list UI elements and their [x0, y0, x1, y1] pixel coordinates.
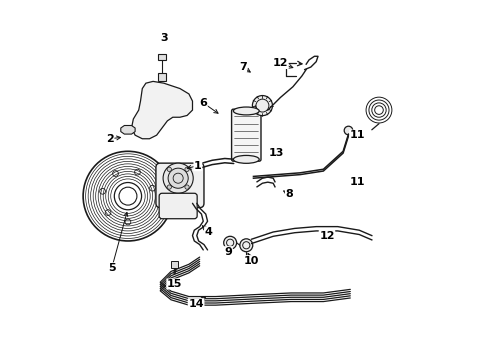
Ellipse shape — [233, 107, 259, 115]
FancyBboxPatch shape — [156, 163, 203, 208]
Ellipse shape — [233, 156, 259, 163]
Circle shape — [167, 185, 171, 189]
Text: 6: 6 — [199, 98, 207, 108]
Text: 10: 10 — [244, 256, 259, 266]
Text: 9: 9 — [224, 247, 232, 257]
FancyBboxPatch shape — [158, 54, 165, 60]
Text: 11: 11 — [349, 177, 365, 187]
Circle shape — [184, 185, 189, 189]
Text: 1: 1 — [194, 161, 202, 171]
Circle shape — [184, 167, 189, 171]
Text: 8: 8 — [285, 189, 293, 199]
Text: 12: 12 — [319, 231, 334, 240]
FancyBboxPatch shape — [159, 193, 197, 219]
FancyBboxPatch shape — [171, 261, 178, 268]
Circle shape — [167, 167, 171, 171]
FancyBboxPatch shape — [231, 109, 261, 161]
Text: 2: 2 — [106, 134, 114, 144]
Circle shape — [125, 127, 130, 132]
Polygon shape — [131, 81, 192, 139]
Circle shape — [163, 163, 193, 193]
Text: 4: 4 — [204, 227, 212, 237]
Text: 15: 15 — [166, 279, 182, 289]
Text: 5: 5 — [108, 263, 115, 273]
Circle shape — [223, 236, 236, 249]
Circle shape — [344, 126, 352, 135]
FancyBboxPatch shape — [158, 73, 165, 81]
Text: 11: 11 — [349, 130, 365, 140]
Circle shape — [239, 239, 252, 252]
Text: 12: 12 — [272, 58, 287, 68]
Circle shape — [252, 95, 272, 116]
Circle shape — [168, 168, 188, 188]
Polygon shape — [121, 126, 135, 134]
Text: 3: 3 — [160, 33, 167, 43]
Text: 14: 14 — [188, 299, 203, 309]
Text: 7: 7 — [238, 62, 246, 72]
Text: 13: 13 — [268, 148, 284, 158]
